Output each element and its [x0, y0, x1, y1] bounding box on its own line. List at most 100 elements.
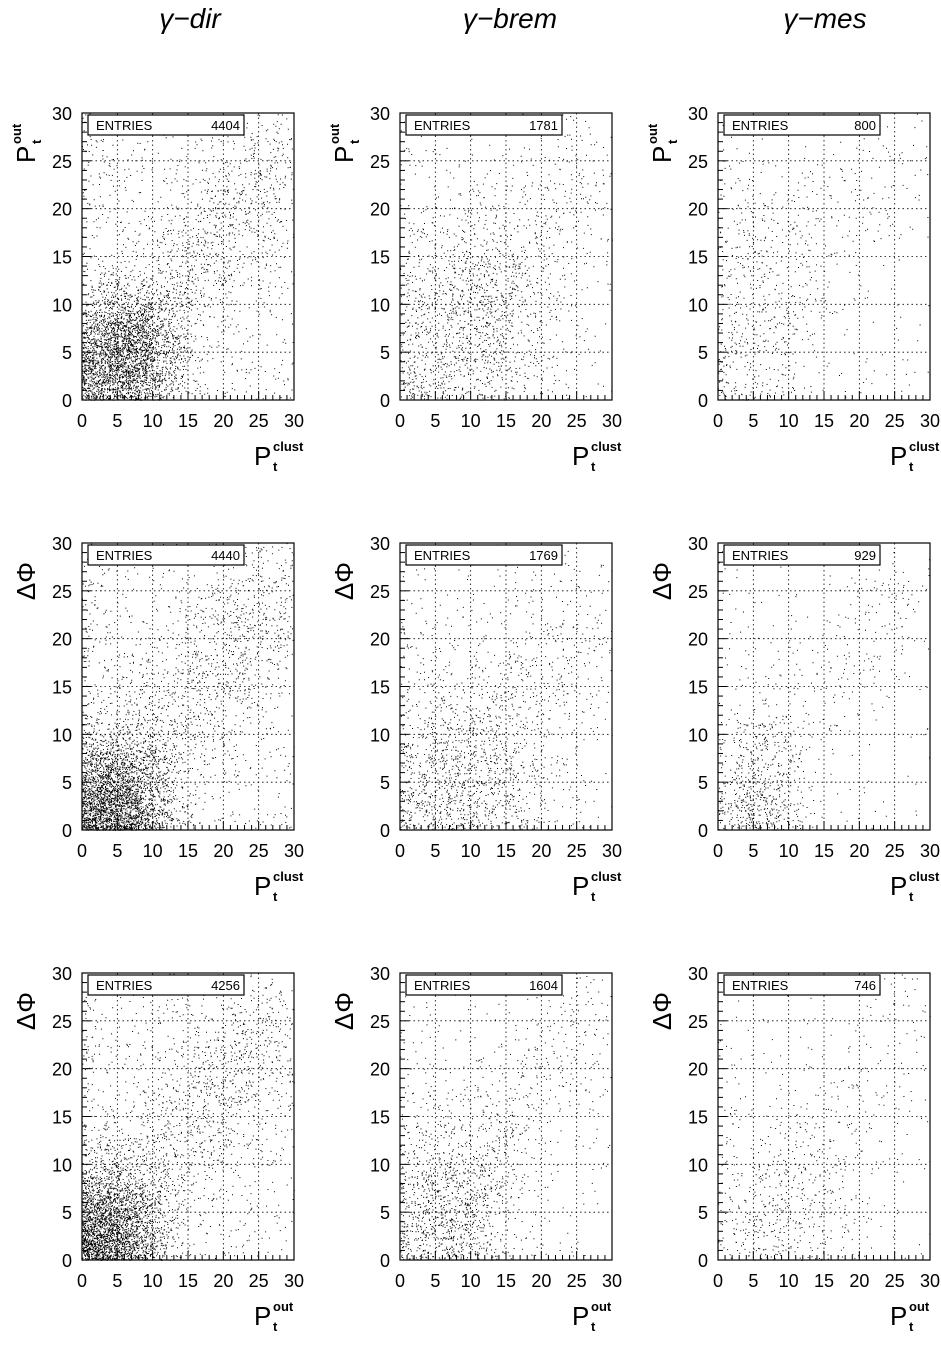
y-tick-label: 5 — [62, 1203, 72, 1223]
y-axis-label-group: ΔΦ — [329, 562, 359, 600]
x-tick-label: 0 — [713, 1271, 723, 1291]
x-tick-label: 30 — [920, 411, 940, 431]
y-tick-label: 0 — [698, 1251, 708, 1271]
y-tick-label: 15 — [688, 1108, 708, 1128]
x-axis-label: P — [890, 871, 907, 901]
entries-box — [405, 114, 563, 136]
column-title-dir: γ−dir — [159, 3, 222, 34]
x-tick-label: 10 — [461, 1271, 481, 1291]
x-tick-label: 25 — [249, 841, 269, 861]
y-tick-label: 25 — [688, 1012, 708, 1032]
y-axis-label: ΔΦ — [11, 562, 41, 600]
y-tick-label: 0 — [380, 391, 390, 411]
y-tick-label: 10 — [370, 295, 390, 315]
y-tick-label: 25 — [688, 152, 708, 172]
y-tick-label: 20 — [370, 200, 390, 220]
x-tick-label: 10 — [461, 841, 481, 861]
x-tick-label: 0 — [395, 841, 405, 861]
entries-box — [723, 544, 881, 566]
y-tick-label: 30 — [52, 534, 72, 554]
scatter-point — [400, 544, 613, 831]
y-tick-label: 15 — [370, 678, 390, 698]
panel-1-2: 0 5 10 15 20 25 30 0 5 10 15 20 25 30 ENTRIES 929 P clust… — [647, 534, 940, 904]
y-tick-label: 25 — [688, 582, 708, 602]
x-axis-label-sub: t — [591, 889, 596, 904]
x-tick-label: 10 — [143, 411, 163, 431]
x-tick-label: 20 — [531, 841, 551, 861]
y-axis-label-group: ΔΦ — [11, 562, 41, 600]
x-axis-label: P — [890, 1301, 907, 1331]
x-tick-label: 20 — [849, 841, 869, 861]
y-axis-label-group: ΔΦ — [647, 562, 677, 600]
entries-value: 1769 — [529, 548, 558, 563]
x-axis-label-sup: clust — [909, 439, 940, 454]
x-tick-label: 0 — [77, 1271, 87, 1291]
x-axis-label-sup: clust — [273, 869, 304, 884]
column-title-brem: γ−brem — [463, 3, 557, 34]
x-axis-label-sup: out — [273, 1299, 294, 1314]
entries-value: 1604 — [529, 978, 558, 993]
y-tick-label: 5 — [698, 773, 708, 793]
x-tick-label: 0 — [395, 1271, 405, 1291]
y-tick-label: 5 — [698, 343, 708, 363]
y-tick-label: 20 — [688, 630, 708, 650]
entries-value: 800 — [854, 118, 876, 133]
entries-value: 4440 — [211, 548, 240, 563]
y-tick-label: 25 — [370, 582, 390, 602]
entries-box — [87, 544, 245, 566]
x-tick-label: 25 — [885, 841, 905, 861]
scatter-point — [82, 113, 295, 402]
x-axis-label-sub: t — [273, 459, 278, 474]
y-axis-label-sub: t — [29, 139, 44, 144]
x-tick-label: 20 — [213, 1271, 233, 1291]
y-tick-label: 15 — [688, 678, 708, 698]
x-axis-label-sup: out — [909, 1299, 930, 1314]
panel-2-1: 0 5 10 15 20 25 30 0 5 10 15 20 25 30 ENTRIES 1604 P out t… — [329, 964, 622, 1334]
y-axis-label: P — [647, 146, 677, 163]
x-tick-label: 5 — [112, 841, 122, 861]
panel-0-2: 0 5 10 15 20 25 30 0 5 10 15 20 25 30 ENTRIES 800 P clust… — [645, 104, 940, 474]
y-tick-label: 0 — [62, 1251, 72, 1271]
x-tick-label: 10 — [779, 411, 799, 431]
y-tick-label: 30 — [688, 964, 708, 984]
x-tick-label: 30 — [284, 1271, 304, 1291]
x-tick-label: 5 — [748, 411, 758, 431]
y-tick-label: 0 — [62, 821, 72, 841]
panel-1-0: 0 5 10 15 20 25 30 0 5 10 15 20 25 30 ENTRIES 4440 P clus… — [11, 534, 304, 904]
entries-label: ENTRIES — [96, 548, 153, 563]
y-tick-label: 10 — [370, 725, 390, 745]
x-tick-label: 15 — [496, 411, 516, 431]
y-tick-label: 25 — [370, 152, 390, 172]
x-axis-label-sub: t — [591, 1319, 596, 1334]
x-tick-label: 15 — [178, 841, 198, 861]
x-axis-label: P — [254, 441, 271, 471]
column-title-mes: γ−mes — [783, 3, 866, 34]
y-axis-label-group: ΔΦ — [11, 992, 41, 1030]
x-tick-label: 15 — [496, 1271, 516, 1291]
x-tick-label: 20 — [213, 411, 233, 431]
y-tick-label: 0 — [380, 821, 390, 841]
x-axis-label-sub: t — [909, 889, 914, 904]
y-tick-label: 30 — [370, 964, 390, 984]
x-axis-label-sup: out — [591, 1299, 612, 1314]
x-tick-label: 25 — [567, 1271, 587, 1291]
entries-label: ENTRIES — [96, 978, 153, 993]
x-axis-label-sub: t — [273, 1319, 278, 1334]
y-tick-label: 15 — [52, 678, 72, 698]
y-tick-label: 25 — [370, 1012, 390, 1032]
x-axis-label: P — [890, 441, 907, 471]
y-tick-label: 20 — [370, 1060, 390, 1080]
x-axis-label-sup: clust — [591, 439, 622, 454]
y-axis-label-sup: out — [645, 123, 660, 144]
x-tick-label: 20 — [849, 1271, 869, 1291]
entries-label: ENTRIES — [732, 118, 789, 133]
x-axis-label-sub: t — [591, 459, 596, 474]
y-tick-label: 5 — [62, 343, 72, 363]
x-axis-label-sup: clust — [591, 869, 622, 884]
entries-value: 929 — [854, 548, 876, 563]
x-tick-label: 20 — [849, 411, 869, 431]
entries-box — [405, 544, 563, 566]
x-tick-label: 30 — [602, 411, 622, 431]
column-titles: γ−dir γ−brem γ−mes — [159, 3, 866, 34]
y-tick-label: 20 — [370, 630, 390, 650]
